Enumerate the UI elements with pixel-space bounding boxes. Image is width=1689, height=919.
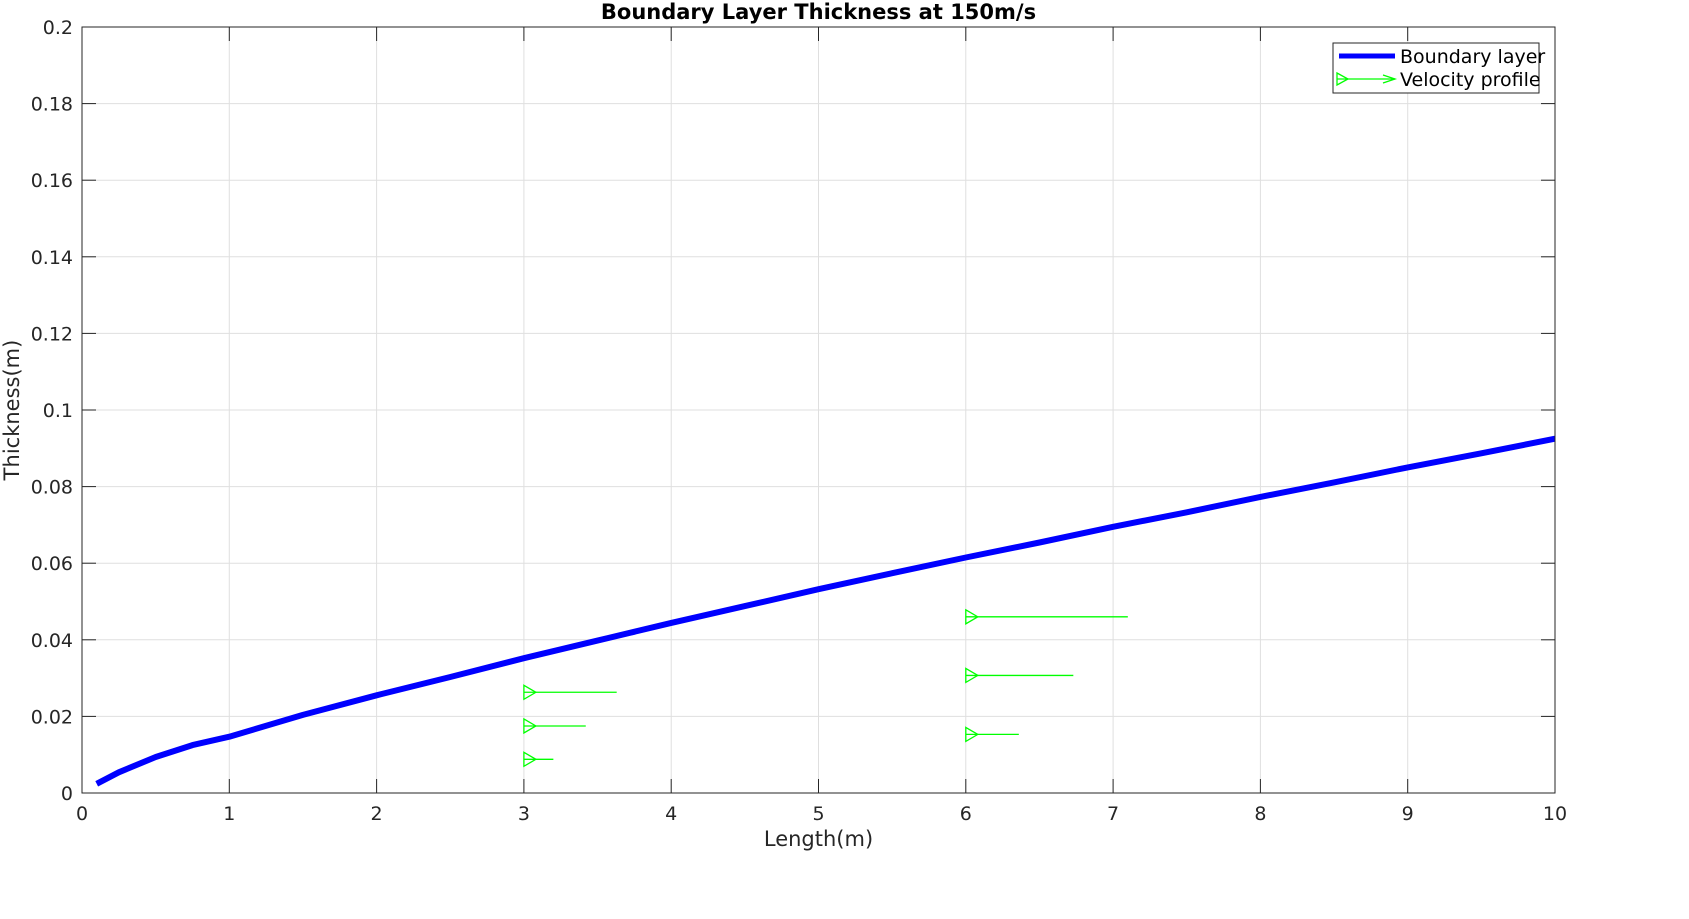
legend-arrow-marker <box>1336 71 1350 87</box>
velocity-arrow <box>965 726 1019 743</box>
y-tick-label: 0.2 <box>43 17 73 39</box>
x-tick-label: 7 <box>1107 803 1119 825</box>
x-tick-label: 1 <box>223 803 235 825</box>
chart-title: Boundary Layer Thickness at 150m/s <box>601 0 1036 24</box>
x-tick-label: 6 <box>960 803 972 825</box>
velocity-arrow <box>523 684 617 701</box>
velocity-arrow-marker <box>965 726 980 743</box>
y-tick-label: 0.16 <box>31 170 73 192</box>
y-tick-label: 0.04 <box>31 630 73 652</box>
x-tick-label: 3 <box>518 803 530 825</box>
velocity-arrow-marker <box>523 751 538 768</box>
x-axis-label: Length(m) <box>764 827 873 851</box>
legend-swatch-velocity-profile <box>1336 71 1398 87</box>
x-tick-label: 10 <box>1543 803 1567 825</box>
y-tick-label: 0.08 <box>31 477 73 499</box>
velocity-arrow <box>965 608 1128 625</box>
tick-labels: 0 1 2 3 4 5 6 7 8 9 10 0 0.02 0.04 0.06 0.08 0.1 0.12 0.14… <box>31 17 1567 825</box>
legend: Boundary layer Velocity profile <box>1332 42 1545 94</box>
y-tick-label: 0.06 <box>31 553 73 575</box>
axes-box <box>81 26 1556 794</box>
legend-label-velocity-profile: Velocity profile <box>1400 69 1541 91</box>
x-tick-label: 5 <box>812 803 824 825</box>
velocity-arrow-marker <box>523 684 538 701</box>
x-tick-label: 2 <box>371 803 383 825</box>
y-tick-label: 0 <box>61 783 73 805</box>
velocity-arrow-marker <box>965 608 980 625</box>
y-tick-label: 0.1 <box>43 400 73 422</box>
x-tick-label: 0 <box>76 803 88 825</box>
velocity-arrow-marker <box>523 717 538 735</box>
velocity-arrow-marker <box>965 667 980 684</box>
x-tick-label: 9 <box>1402 803 1414 825</box>
y-axis-label: Thickness(m) <box>0 340 24 482</box>
legend-box <box>1332 42 1540 94</box>
y-tick-label: 0.12 <box>31 323 73 345</box>
x-tick-label: 4 <box>665 803 677 825</box>
y-tick-label: 0.14 <box>31 247 73 269</box>
x-tick-label: 8 <box>1254 803 1266 825</box>
legend-label-boundary-layer: Boundary layer <box>1400 46 1545 68</box>
y-tick-label: 0.18 <box>31 94 73 116</box>
y-tick-label: 0.02 <box>31 706 73 728</box>
legend-arrow-head <box>1382 74 1398 84</box>
boundary-layer-line <box>95 435 1556 787</box>
series-layer <box>95 435 1556 787</box>
velocity-arrow <box>523 717 586 735</box>
velocity-arrow <box>523 751 554 768</box>
velocity-arrow <box>965 667 1074 684</box>
